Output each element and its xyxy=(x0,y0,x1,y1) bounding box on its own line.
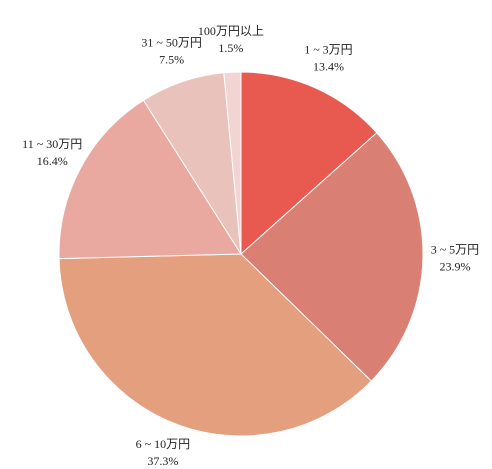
slice-value-label: 37.3% xyxy=(147,454,178,468)
slice-label: 6 ~ 10万円 xyxy=(136,437,191,451)
pie-slice xyxy=(223,71,242,255)
slice-label: 1 ~ 3万円 xyxy=(304,42,353,56)
slice-value-label: 16.4% xyxy=(37,154,68,168)
pie-slice xyxy=(58,253,373,437)
slice-value-label: 1.5% xyxy=(218,41,243,55)
slice-value-label: 7.5% xyxy=(159,52,184,66)
slice-value-label: 23.9% xyxy=(439,259,470,273)
slice-label: 11 ~ 30万円 xyxy=(22,137,82,151)
pie-slice xyxy=(240,132,424,382)
slice-value-label: 13.4% xyxy=(313,59,344,73)
slice-label: 3 ~ 5万円 xyxy=(431,242,480,256)
slice-label: 100万円以上 xyxy=(198,24,264,38)
pie-slice xyxy=(240,71,378,256)
pie-slice xyxy=(58,99,242,260)
slice-label: 31 ~ 50万円 xyxy=(141,35,202,49)
